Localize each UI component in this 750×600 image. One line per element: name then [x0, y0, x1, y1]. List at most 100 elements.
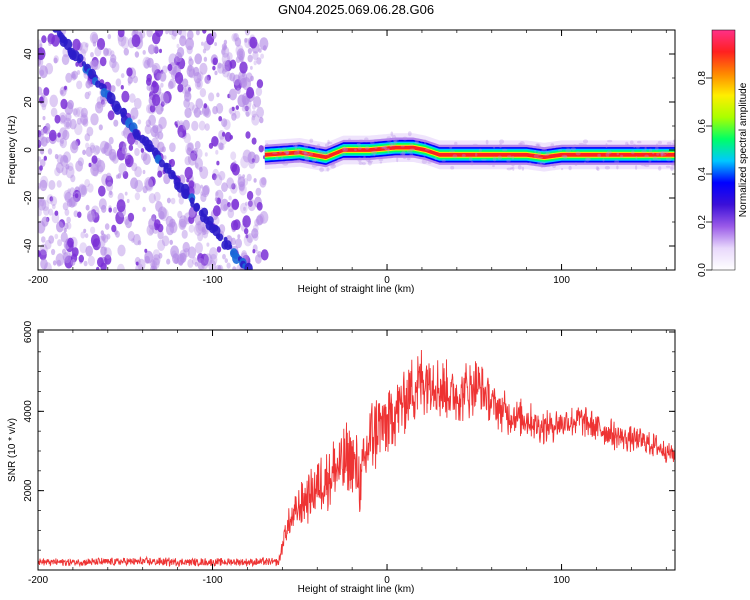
spectrogram-line-speckle	[309, 138, 314, 143]
spectrogram-noise-cell	[154, 219, 161, 229]
spectrogram-line-speckle	[383, 144, 388, 150]
spectrogram-line-speckle	[414, 141, 420, 144]
spectrogram-noise-cell	[151, 257, 160, 269]
spectrogram-noise-cell	[187, 246, 197, 259]
spectrogram-noise-cell	[196, 71, 204, 82]
spectrogram-noise-cell	[123, 216, 130, 225]
spectrogram-noise-cell	[230, 220, 239, 231]
spectrogram-noise-cell	[84, 133, 91, 142]
spectrogram-noise-cell	[142, 169, 146, 175]
spectrogram-noise-cell	[127, 212, 135, 222]
spectrogram-noise-cell	[231, 183, 236, 190]
spectrogram-noise-cell	[122, 171, 129, 179]
spectrogram-noise-cell	[90, 52, 94, 58]
spectrogram-noise-cell	[39, 175, 49, 188]
spectrogram-noise-cell	[229, 134, 233, 140]
spectrogram-noise-cell	[179, 131, 183, 138]
spectrogram-noise-cell	[104, 254, 112, 265]
spectrogram-noise-cell	[161, 65, 168, 74]
colorbar-tick-label: 0.6	[697, 119, 708, 133]
spectrogram-noise-cell	[129, 93, 136, 103]
spectrogram-noise-cell	[235, 56, 241, 63]
spectrogram-noise-cell	[193, 107, 201, 118]
spectrogram-line-speckle	[507, 155, 512, 159]
spectrogram-noise-cell	[70, 174, 76, 183]
spectrogram-noise-cell	[71, 70, 78, 80]
spectrogram-ytick-label: 0	[23, 147, 34, 153]
spectrogram-noise-cell	[221, 53, 231, 65]
snr-series-line	[38, 349, 675, 568]
spectrogram-noise-cell	[216, 92, 220, 98]
spectrogram-noise-cell	[184, 107, 192, 119]
spectrogram-line-speckle	[648, 159, 652, 163]
spectrogram-line-speckle	[378, 158, 384, 162]
spectrogram-line-speckle	[578, 142, 584, 145]
spectrogram-noise-cell	[184, 84, 192, 95]
spectrogram-noise-cell	[67, 162, 74, 172]
spectrogram-line-speckle	[597, 153, 601, 158]
spectrogram-noise-cell	[188, 180, 195, 189]
spectrogram-noise-cell	[127, 231, 135, 242]
spectrogram-noise-cell	[223, 204, 228, 211]
spectrogram-noise-cell	[56, 221, 64, 233]
spectrogram-line-speckle	[620, 154, 624, 158]
spectrogram-noise-cell	[217, 264, 224, 270]
spectrogram-noise-cell	[104, 223, 110, 230]
spectrogram-line-speckle	[390, 131, 394, 137]
spectrogram-noise-cell	[184, 166, 193, 180]
spectrogram-noise-cell	[160, 82, 164, 88]
spectrogram-noise-cell	[39, 179, 48, 192]
spectrogram-line-speckle	[671, 164, 675, 167]
spectrogram-noise-cell	[245, 201, 248, 206]
spectrogram-noise-cell	[121, 90, 130, 103]
spectrogram-noise-cell	[233, 33, 240, 42]
spectrogram-line-speckle	[546, 151, 550, 155]
spectrogram-noise-cell	[145, 178, 154, 192]
spectrogram-noise-cell	[92, 167, 99, 177]
spectrogram-noise-cell	[195, 148, 203, 159]
spectrogram-noise-cell	[219, 143, 225, 151]
spectrogram-noise-cell	[194, 162, 199, 169]
spectrogram-noise-cell	[70, 259, 76, 266]
spectrogram-noise-cell	[235, 105, 239, 110]
spectrogram-noise-cell	[182, 241, 190, 253]
spectrogram-noise-cell	[177, 83, 184, 93]
spectrogram-noise-cell	[134, 179, 144, 193]
spectrogram-noise-cell	[168, 30, 175, 36]
snr-xlabel: Height of straight line (km)	[298, 584, 415, 595]
snr-xtick-label: -100	[203, 575, 223, 586]
spectrogram-line-speckle	[393, 139, 398, 144]
spectrogram-noise-cell	[167, 80, 174, 90]
spectrogram-noise-cell	[47, 148, 53, 155]
spectrogram-xtick-label: -100	[203, 275, 223, 286]
spectrogram-noise-cell	[87, 213, 93, 222]
spectrogram-line-speckle	[330, 162, 335, 167]
spectrogram-line-speckle	[357, 146, 362, 150]
spectrogram-noise-cell	[216, 160, 220, 166]
spectrogram-line-speckle	[641, 150, 647, 154]
spectrogram-noise-cell	[73, 210, 79, 218]
spectrogram-noise-cell	[195, 30, 200, 36]
spectrogram-noise-cell	[41, 216, 49, 227]
spectrogram-noise-cell	[252, 249, 256, 254]
spectrogram-line-speckle	[658, 151, 665, 155]
spectrogram-line-speckle	[317, 150, 323, 155]
spectrogram-noise-cell	[232, 266, 237, 270]
spectrogram-noise-cell	[152, 32, 161, 45]
spectrogram-noise-cell	[104, 141, 110, 150]
spectrogram-noise-cell	[50, 107, 58, 118]
spectrogram-noise-cell	[62, 202, 69, 211]
spectrogram-noise-cell	[195, 242, 203, 254]
spectrogram-noise-cell	[227, 202, 231, 208]
spectrogram-noise-cell	[146, 84, 152, 91]
spectrogram-noise-cell	[254, 218, 260, 227]
spectrogram-noise-cell	[251, 137, 257, 145]
spectrogram-line-speckle	[358, 161, 363, 165]
spectrogram-noise-cell	[176, 254, 185, 266]
spectrogram-noise-cell	[171, 30, 179, 37]
spectrogram-line-speckle	[400, 152, 405, 156]
spectrogram-line-speckle	[533, 154, 539, 159]
spectrogram-noise-cell	[230, 237, 236, 246]
spectrogram-noise-cell	[70, 71, 76, 79]
spectrogram-line-speckle	[450, 165, 455, 170]
